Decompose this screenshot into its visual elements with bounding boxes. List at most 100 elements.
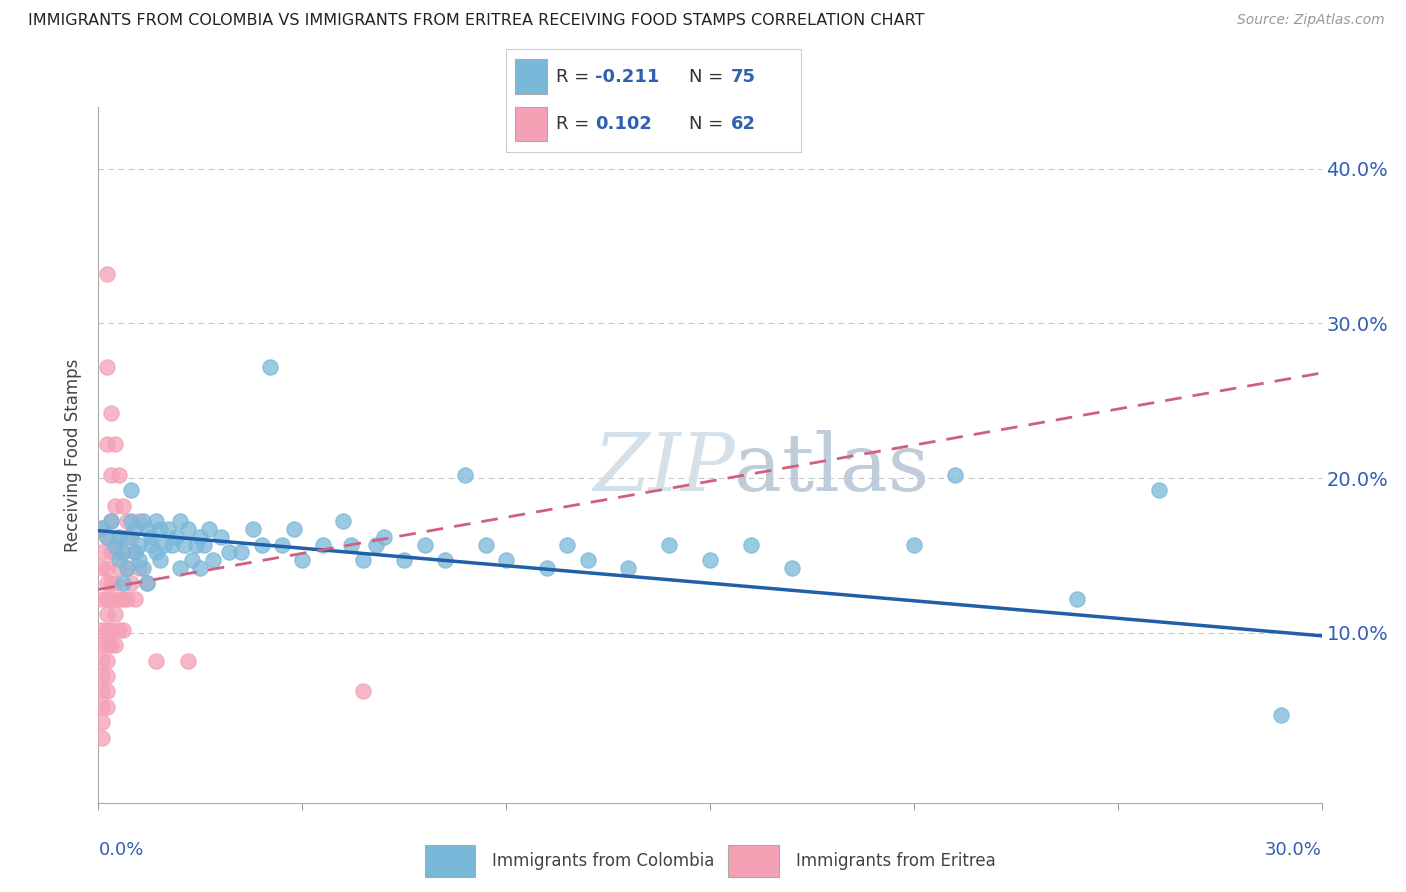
Point [108, 551, 131, 566]
Point [141, 538, 163, 552]
Point [120, 483, 142, 498]
Point [434, 553, 457, 567]
Point [128, 515, 150, 529]
Point [96, 530, 118, 544]
Point [209, 530, 232, 544]
Point [100, 406, 122, 420]
Point [96, 591, 118, 606]
Point [115, 561, 138, 575]
Point [413, 538, 436, 552]
Point [96, 638, 118, 652]
Point [699, 553, 721, 567]
Text: N =: N = [689, 68, 730, 86]
Point [780, 561, 803, 575]
Point [352, 553, 374, 567]
Point [96, 607, 118, 622]
Point [124, 591, 146, 606]
Point [340, 538, 363, 552]
Point [332, 515, 354, 529]
Point [152, 538, 174, 552]
Point [124, 545, 146, 559]
Point [181, 553, 204, 567]
Point [128, 538, 150, 552]
Point [128, 561, 150, 575]
Point [91, 591, 114, 606]
Point [231, 545, 253, 559]
Point [91, 561, 114, 575]
Point [149, 553, 172, 567]
Text: 0.102: 0.102 [595, 115, 651, 133]
Point [576, 553, 599, 567]
Point [169, 561, 191, 575]
Point [104, 576, 127, 591]
Point [283, 522, 305, 536]
Text: Immigrants from Colombia: Immigrants from Colombia [492, 852, 714, 870]
Point [373, 530, 395, 544]
Point [96, 684, 118, 698]
Point [136, 576, 159, 591]
Point [740, 538, 762, 552]
Bar [425, 845, 475, 877]
Point [169, 515, 191, 529]
Point [474, 538, 498, 552]
Point [104, 607, 127, 622]
Point [1147, 483, 1170, 498]
Point [557, 538, 579, 552]
Point [250, 538, 273, 552]
Point [658, 538, 681, 552]
Point [96, 267, 118, 281]
Point [115, 515, 138, 529]
Point [104, 539, 127, 553]
Point [100, 515, 122, 529]
Point [115, 561, 138, 575]
Point [108, 530, 131, 544]
Point [104, 545, 127, 559]
Point [145, 545, 167, 559]
Point [160, 538, 183, 552]
Point [96, 576, 118, 591]
Point [100, 638, 122, 652]
Point [120, 530, 142, 544]
Point [104, 638, 127, 652]
Point [91, 654, 114, 668]
Point [197, 522, 219, 536]
Point [96, 359, 118, 374]
Point [96, 530, 118, 544]
Point [141, 530, 163, 544]
Point [124, 545, 146, 559]
Text: Source: ZipAtlas.com: Source: ZipAtlas.com [1237, 13, 1385, 28]
Point [177, 654, 200, 668]
Point [312, 538, 335, 552]
Point [100, 591, 122, 606]
Point [218, 545, 240, 559]
Point [259, 359, 281, 374]
Point [454, 468, 477, 483]
Point [100, 545, 122, 559]
Bar [515, 59, 547, 95]
Point [186, 538, 208, 552]
Point [124, 522, 146, 536]
Point [108, 530, 131, 544]
Point [100, 515, 122, 529]
Text: N =: N = [689, 115, 730, 133]
Point [943, 468, 966, 483]
Text: R =: R = [557, 68, 595, 86]
Point [120, 576, 142, 591]
Text: -0.211: -0.211 [595, 68, 659, 86]
Point [91, 623, 114, 637]
Point [108, 623, 131, 637]
Point [188, 530, 212, 544]
Point [132, 515, 155, 529]
Point [111, 545, 134, 559]
Text: IMMIGRANTS FROM COLOMBIA VS IMMIGRANTS FROM ERITREA RECEIVING FOOD STAMPS CORREL: IMMIGRANTS FROM COLOMBIA VS IMMIGRANTS F… [28, 13, 925, 29]
Point [111, 499, 134, 513]
Bar [728, 845, 779, 877]
Point [193, 538, 215, 552]
Point [91, 669, 114, 683]
Point [91, 715, 114, 730]
Point [270, 538, 294, 552]
Point [104, 499, 127, 513]
Point [536, 561, 558, 575]
Point [115, 530, 138, 544]
Point [617, 561, 640, 575]
